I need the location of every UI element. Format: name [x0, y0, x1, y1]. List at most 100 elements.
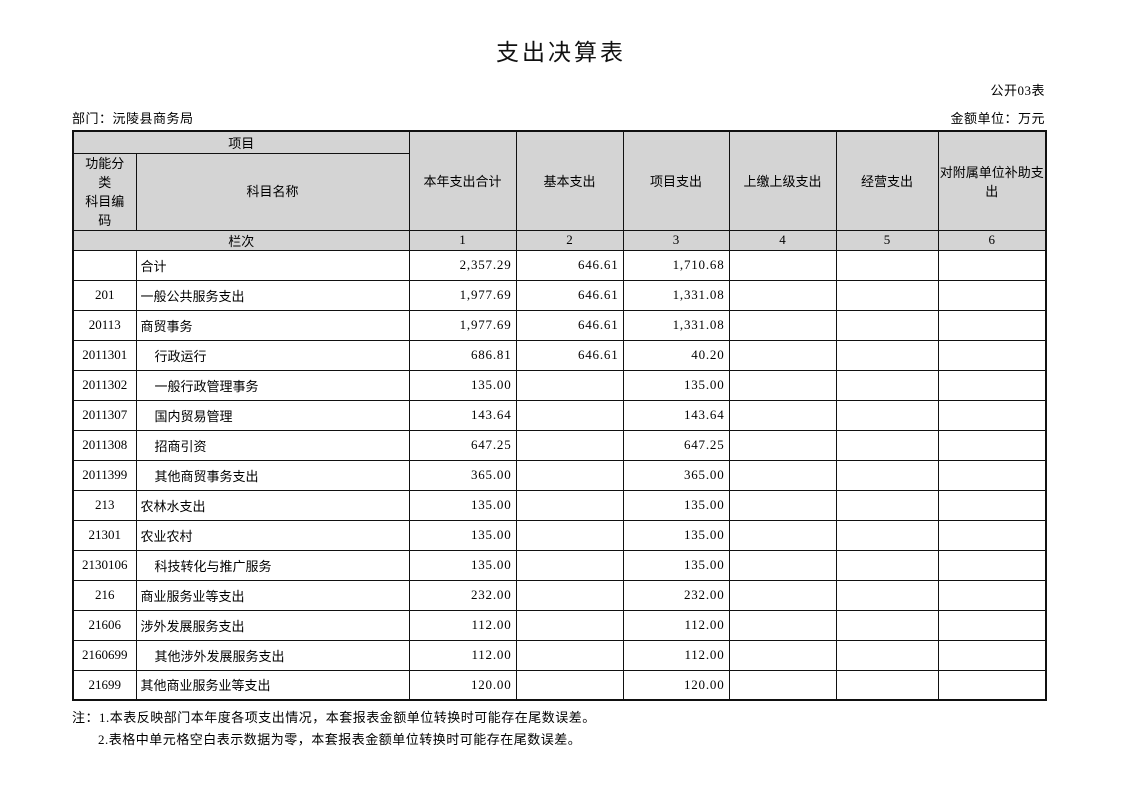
row-upper-level-expenditure	[728, 279, 837, 311]
content-area: 公开03表 部门：沅陵县商务局 金额单位：万元 项目 本年支出合计 基本支出 项…	[72, 80, 1048, 751]
header-project-expenditure: 项目支出	[622, 130, 730, 231]
row-operating-expenditure	[835, 279, 939, 311]
row-operating-expenditure	[835, 609, 939, 641]
note-line-1: 注：1.本表反映部门本年度各项支出情况，本套报表金额单位转换时可能存在尾数误差。	[72, 710, 596, 725]
header-subject-name: 科目名称	[135, 152, 410, 231]
row-basic-expenditure	[515, 609, 624, 641]
row-function-code: 2130106	[72, 549, 137, 581]
row-function-code: 21606	[72, 609, 137, 641]
page-title: 支出决算表	[496, 40, 626, 65]
row-basic-expenditure	[515, 639, 624, 671]
row-subject-name: 农林水支出	[135, 489, 410, 521]
header-operating-expenditure: 经营支出	[835, 130, 939, 231]
row-project-expenditure: 112.00	[622, 609, 730, 641]
row-function-code: 2011399	[72, 459, 137, 491]
table-row: 2011301 行政运行 686.81 646.61 40.20	[72, 339, 1047, 371]
row-total-expenditure: 135.00	[408, 369, 517, 401]
expenditure-table: 项目 本年支出合计 基本支出 项目支出 上缴上级支出 经营支出 对附属单位补助支…	[72, 130, 1048, 701]
row-operating-expenditure	[835, 459, 939, 491]
row-total-expenditure: 143.64	[408, 399, 517, 431]
row-subject-name: 行政运行	[135, 339, 410, 371]
row-operating-expenditure	[835, 429, 939, 461]
row-upper-level-expenditure	[728, 609, 837, 641]
header-function-code: 功能分类 科目编码	[72, 152, 137, 231]
row-project-expenditure: 143.64	[622, 399, 730, 431]
row-project-expenditure: 232.00	[622, 579, 730, 611]
row-subsidy-expenditure	[937, 669, 1047, 701]
row-total-expenditure: 135.00	[408, 549, 517, 581]
row-upper-level-expenditure	[728, 369, 837, 401]
row-upper-level-expenditure	[728, 669, 837, 701]
table-row: 2160699 其他涉外发展服务支出 112.00 112.00	[72, 639, 1047, 671]
row-operating-expenditure	[835, 309, 939, 341]
row-subsidy-expenditure	[937, 549, 1047, 581]
row-total-expenditure: 1,977.69	[408, 309, 517, 341]
row-total-expenditure: 232.00	[408, 579, 517, 611]
row-subsidy-expenditure	[937, 459, 1047, 491]
row-operating-expenditure	[835, 489, 939, 521]
row-function-code: 213	[72, 489, 137, 521]
table-row: 2011308 招商引资 647.25 647.25	[72, 429, 1047, 461]
header-basic-expenditure: 基本支出	[515, 130, 624, 231]
row-operating-expenditure	[835, 639, 939, 671]
table-row: 21699 其他商业服务业等支出 120.00 120.00	[72, 669, 1047, 701]
row-operating-expenditure	[835, 369, 939, 401]
table-row: 2011307 国内贸易管理 143.64 143.64	[72, 399, 1047, 431]
header-rank-4: 4	[728, 229, 837, 251]
row-project-expenditure: 135.00	[622, 369, 730, 401]
table-row: 合计 2,357.29 646.61 1,710.68	[72, 249, 1047, 281]
row-total-expenditure: 120.00	[408, 669, 517, 701]
table-row: 216 商业服务业等支出 232.00 232.00	[72, 579, 1047, 611]
row-project-expenditure: 40.20	[622, 339, 730, 371]
row-subject-name: 招商引资	[135, 429, 410, 461]
footer-notes: 注：1.本表反映部门本年度各项支出情况，本套报表金额单位转换时可能存在尾数误差。…	[72, 707, 1045, 751]
row-basic-expenditure	[515, 519, 624, 551]
header-rank-2: 2	[515, 229, 624, 251]
row-function-code: 21699	[72, 669, 137, 701]
row-basic-expenditure: 646.61	[515, 309, 624, 341]
row-upper-level-expenditure	[728, 309, 837, 341]
row-project-expenditure: 1,331.08	[622, 279, 730, 311]
table-row: 21606 涉外发展服务支出 112.00 112.00	[72, 609, 1047, 641]
row-project-expenditure: 135.00	[622, 519, 730, 551]
row-subsidy-expenditure	[937, 609, 1047, 641]
row-upper-level-expenditure	[728, 429, 837, 461]
row-total-expenditure: 112.00	[408, 639, 517, 671]
row-subsidy-expenditure	[937, 519, 1047, 551]
row-function-code: 2011302	[72, 369, 137, 401]
table-row: 2011399 其他商贸事务支出 365.00 365.00	[72, 459, 1047, 491]
table-row: 2011302 一般行政管理事务 135.00 135.00	[72, 369, 1047, 401]
row-project-expenditure: 135.00	[622, 489, 730, 521]
row-subsidy-expenditure	[937, 249, 1047, 281]
header-subsidy-expenditure: 对附属单位补助支出	[937, 130, 1047, 231]
row-subsidy-expenditure	[937, 579, 1047, 611]
row-subject-name: 涉外发展服务支出	[135, 609, 410, 641]
row-subject-name: 其他商业服务业等支出	[135, 669, 410, 701]
row-function-code: 2011308	[72, 429, 137, 461]
row-basic-expenditure	[515, 489, 624, 521]
row-upper-level-expenditure	[728, 459, 837, 491]
row-total-expenditure: 135.00	[408, 489, 517, 521]
row-function-code: 201	[72, 279, 137, 311]
header-rank-5: 5	[835, 229, 939, 251]
row-basic-expenditure: 646.61	[515, 339, 624, 371]
row-upper-level-expenditure	[728, 519, 837, 551]
row-subject-name: 一般公共服务支出	[135, 279, 410, 311]
row-total-expenditure: 647.25	[408, 429, 517, 461]
row-project-expenditure: 135.00	[622, 549, 730, 581]
row-project-expenditure: 365.00	[622, 459, 730, 491]
table-row: 2130106 科技转化与推广服务 135.00 135.00	[72, 549, 1047, 581]
header-rank-1: 1	[408, 229, 517, 251]
row-subsidy-expenditure	[937, 369, 1047, 401]
row-basic-expenditure	[515, 459, 624, 491]
row-project-expenditure: 647.25	[622, 429, 730, 461]
row-total-expenditure: 1,977.69	[408, 279, 517, 311]
row-operating-expenditure	[835, 249, 939, 281]
header-upper-level-expenditure: 上缴上级支出	[728, 130, 837, 231]
header-rank-3: 3	[622, 229, 730, 251]
table-body: 合计 2,357.29 646.61 1,710.68 201 一般公共服务支出…	[72, 249, 1047, 701]
unit-label: 金额单位：万元	[950, 111, 1045, 126]
table-row: 21301 农业农村 135.00 135.00	[72, 519, 1047, 551]
row-subsidy-expenditure	[937, 339, 1047, 371]
